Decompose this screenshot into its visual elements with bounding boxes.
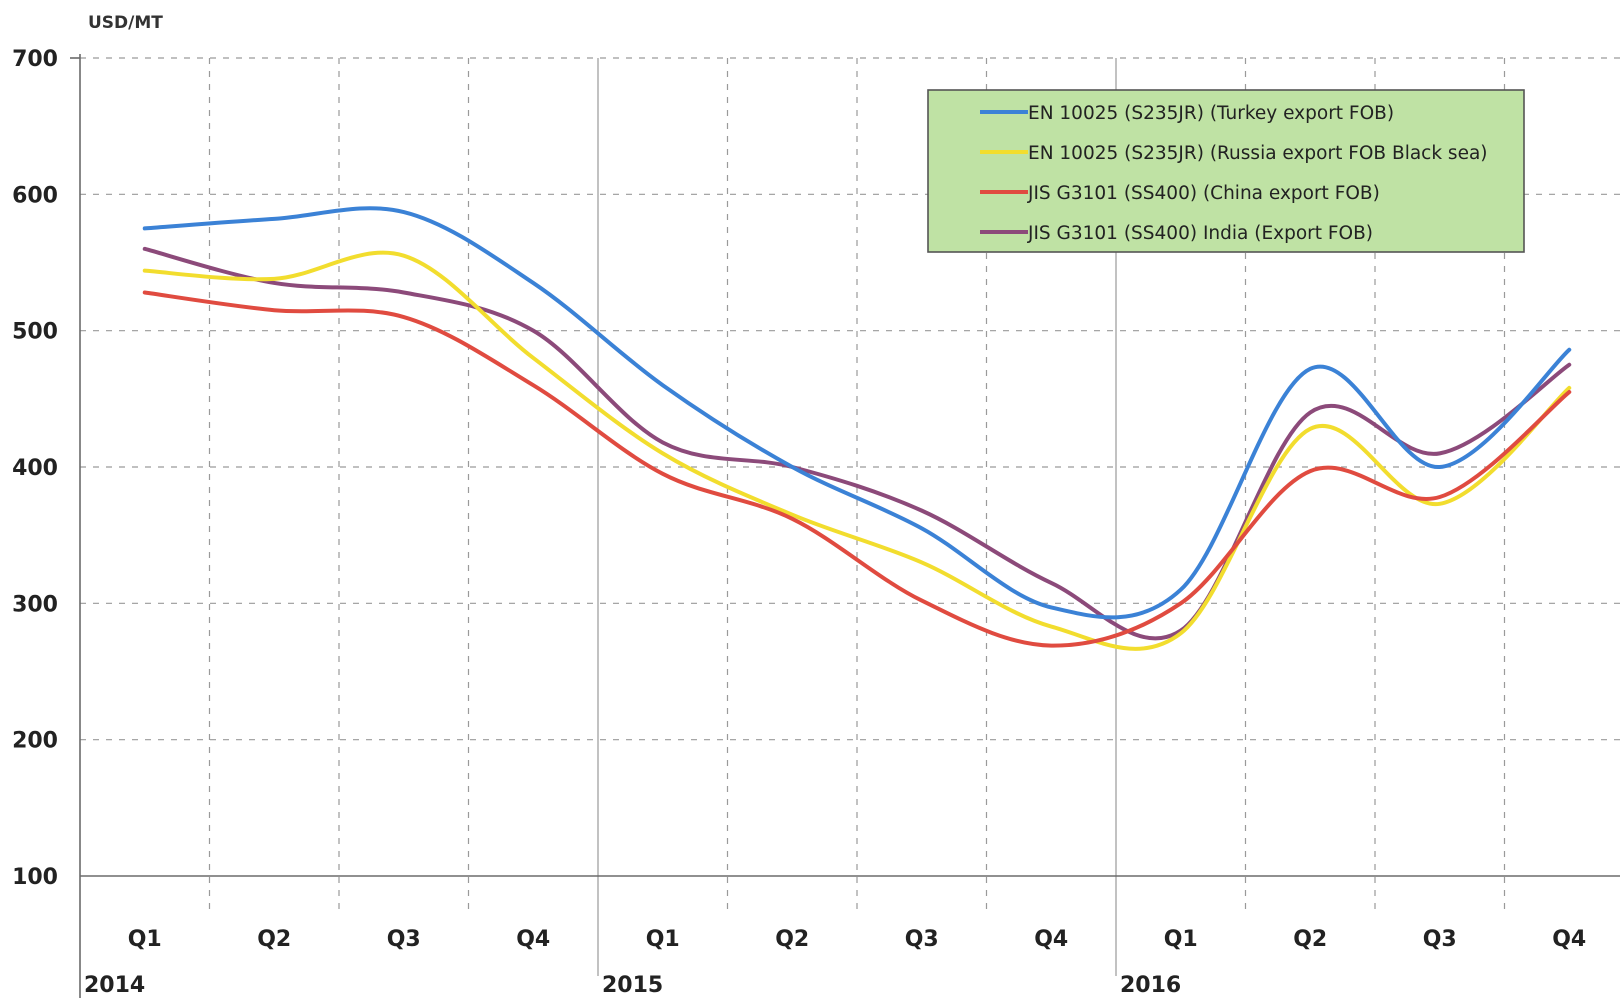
y-tick-label: 300 bbox=[12, 592, 58, 617]
series-line-2 bbox=[142, 290, 1572, 648]
x-tick-label: Q1 bbox=[1164, 927, 1198, 952]
series-line-1 bbox=[142, 250, 1572, 651]
y-tick-label: 200 bbox=[12, 729, 58, 754]
legend-label: JIS G3101 (SS400) India (Export FOB) bbox=[1027, 223, 1373, 244]
series-line-3 bbox=[142, 246, 1572, 641]
y-tick-label: 500 bbox=[12, 320, 58, 345]
x-tick-label: Q3 bbox=[1423, 927, 1457, 952]
x-tick-label: Q2 bbox=[1293, 927, 1327, 952]
x-tick-label: Q4 bbox=[516, 927, 550, 952]
series-line-0 bbox=[142, 206, 1572, 620]
year-label: 2014 bbox=[84, 973, 145, 998]
legend-label: EN 10025 (S235JR) (Turkey export FOB) bbox=[1028, 103, 1394, 124]
x-tick-label: Q1 bbox=[128, 927, 162, 952]
y-tick-label: 400 bbox=[12, 456, 58, 481]
axes bbox=[70, 54, 1620, 998]
x-tick-label: Q3 bbox=[905, 927, 939, 952]
x-tick-label: Q4 bbox=[1552, 927, 1586, 952]
x-tick-label: Q4 bbox=[1034, 927, 1068, 952]
x-tick-label: Q3 bbox=[387, 927, 421, 952]
y-tick-label: 600 bbox=[12, 183, 58, 208]
y-axis-unit-label: USD/MT bbox=[88, 13, 163, 33]
x-tick-label: Q2 bbox=[257, 927, 291, 952]
x-axis-ticks: Q1 Q2 Q3 Q4 Q1 Q2 Q3 Q4 Q1 Q2 Q3 Q4 bbox=[128, 927, 1587, 952]
legend-label: JIS G3101 (SS400) (China export FOB) bbox=[1027, 183, 1380, 204]
year-label: 2015 bbox=[602, 973, 663, 998]
y-axis-ticks: 100 200 300 400 500 600 700 bbox=[12, 47, 58, 890]
series-lines bbox=[142, 206, 1572, 651]
legend-box bbox=[927, 89, 1525, 253]
y-tick-label: 100 bbox=[12, 865, 58, 890]
legend-label: EN 10025 (S235JR) (Russia export FOB Bla… bbox=[1028, 143, 1488, 164]
year-label: 2016 bbox=[1120, 973, 1181, 998]
x-tick-label: Q1 bbox=[646, 927, 680, 952]
year-labels: 2014 2015 2016 bbox=[84, 973, 1181, 998]
x-tick-label: Q2 bbox=[775, 927, 809, 952]
legend: EN 10025 (S235JR) (Turkey export FOB) EN … bbox=[927, 89, 1525, 253]
y-tick-label: 700 bbox=[12, 47, 58, 72]
